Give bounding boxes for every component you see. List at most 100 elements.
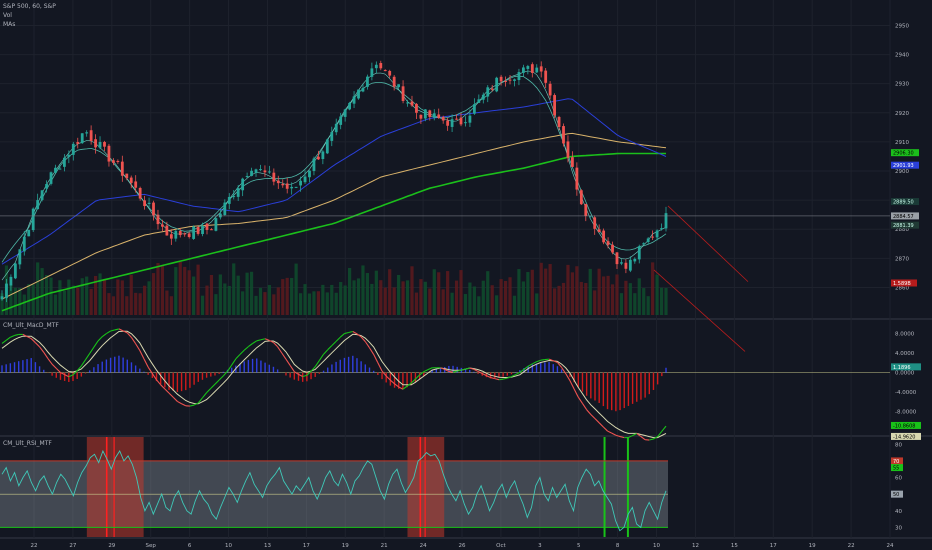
volume-bar <box>361 265 365 315</box>
macd-line-segment <box>573 388 579 398</box>
candle-body <box>107 145 111 162</box>
macd-value-tag-bg <box>891 421 921 429</box>
volume-bar <box>343 285 347 315</box>
macd-line-segment <box>101 333 107 338</box>
candle-body <box>178 231 182 236</box>
candle-body <box>392 76 396 87</box>
macd-line-segment <box>252 340 258 344</box>
macd-line-segment <box>427 367 433 371</box>
candle-body <box>486 87 490 97</box>
candle-body <box>495 77 499 92</box>
candle-body <box>548 83 552 96</box>
macd-line-segment <box>557 362 563 368</box>
volume-bar <box>13 287 17 315</box>
volume-bar <box>495 295 499 315</box>
volume-bar <box>325 292 329 315</box>
macd-line-segment <box>168 392 174 398</box>
macd-line-segment <box>151 373 157 381</box>
candle-body <box>441 116 445 121</box>
macd-line-segment <box>473 368 479 372</box>
volume-bar <box>602 276 606 315</box>
macd-line-segment <box>344 331 349 335</box>
candle-body <box>406 102 409 104</box>
volume-bar <box>388 269 392 315</box>
macd-line-segment <box>577 396 583 404</box>
candle-body <box>504 81 507 83</box>
volume-bar <box>227 285 231 315</box>
volume-bar <box>22 294 26 315</box>
macd-line-segment <box>360 336 366 342</box>
macd-line-segment <box>147 366 153 374</box>
volume-bar <box>321 284 325 315</box>
macd-signal-line <box>1 330 667 439</box>
volume-bar <box>232 263 236 315</box>
candle-body <box>169 234 173 239</box>
macd-line-segment <box>511 374 516 378</box>
rsi-tick-label: 80 <box>895 442 902 448</box>
candle-body <box>223 202 227 216</box>
macd-line-segment <box>373 354 379 363</box>
macd-line-segment <box>553 360 558 363</box>
macd-line-segment <box>615 434 621 438</box>
macd-line-segment <box>93 340 99 348</box>
x-tick-label: 19 <box>342 543 349 549</box>
volume-bar <box>151 273 156 315</box>
macd-line-segment <box>477 370 483 375</box>
candle-body <box>366 76 369 87</box>
volume-bar <box>236 275 240 315</box>
volume-bar <box>223 283 227 315</box>
candle-body <box>539 66 543 72</box>
volume-bar <box>535 293 539 315</box>
volume-bar <box>593 290 597 315</box>
x-tick-label: 12 <box>692 543 699 549</box>
candle-body <box>637 246 641 260</box>
volume-bar <box>312 291 316 315</box>
volume-bar <box>111 296 116 315</box>
candle-body <box>317 156 320 160</box>
volume-bar <box>143 285 147 315</box>
volume-bar <box>477 296 481 315</box>
macd-line-segment <box>381 370 387 377</box>
candle-body <box>76 142 80 144</box>
macd-line-segment <box>607 430 612 434</box>
macd-line-segment <box>415 374 420 380</box>
candle-body <box>553 95 556 116</box>
candle-body <box>210 229 213 231</box>
candle-body <box>245 175 249 177</box>
x-tick-label: 8 <box>616 543 620 549</box>
price-tag-ma-teal: 2889.50 <box>893 200 914 206</box>
macd-line-segment <box>89 346 95 354</box>
rsi-value-tag: 70 <box>893 459 899 465</box>
macd-line-segment <box>515 371 521 376</box>
candle-body <box>348 102 351 110</box>
candle-body <box>165 225 169 236</box>
volume-bar <box>53 294 58 315</box>
candle-body <box>633 258 637 262</box>
candle-body <box>9 276 13 286</box>
macd-line-segment <box>68 374 74 378</box>
volume-bar <box>539 262 543 315</box>
macd-line-segment <box>126 332 132 338</box>
candle-body <box>22 236 26 252</box>
macd-line-segment <box>5 336 11 341</box>
macd-tick-label: 4.0000 <box>895 351 915 357</box>
macd-line-segment <box>60 372 65 376</box>
volume-bar <box>263 292 267 315</box>
macd-line-segment <box>402 385 408 390</box>
price-tag-ma-green: 2906.30 <box>893 151 914 157</box>
macd-line-segment <box>486 375 491 379</box>
volume-bar <box>530 269 534 315</box>
candle-body <box>499 76 503 82</box>
volume-bar <box>80 278 84 315</box>
macd-line-segment <box>273 342 279 348</box>
volume-bar <box>383 287 387 315</box>
candle-body <box>370 68 374 77</box>
candle-body <box>628 259 632 271</box>
volume-bar <box>454 280 459 315</box>
volume-bar <box>486 271 490 315</box>
volume-bar <box>254 295 258 315</box>
candle-body <box>196 227 200 234</box>
candle-body <box>379 63 383 69</box>
volume-bar <box>36 262 40 315</box>
macd-line-segment <box>210 383 216 389</box>
